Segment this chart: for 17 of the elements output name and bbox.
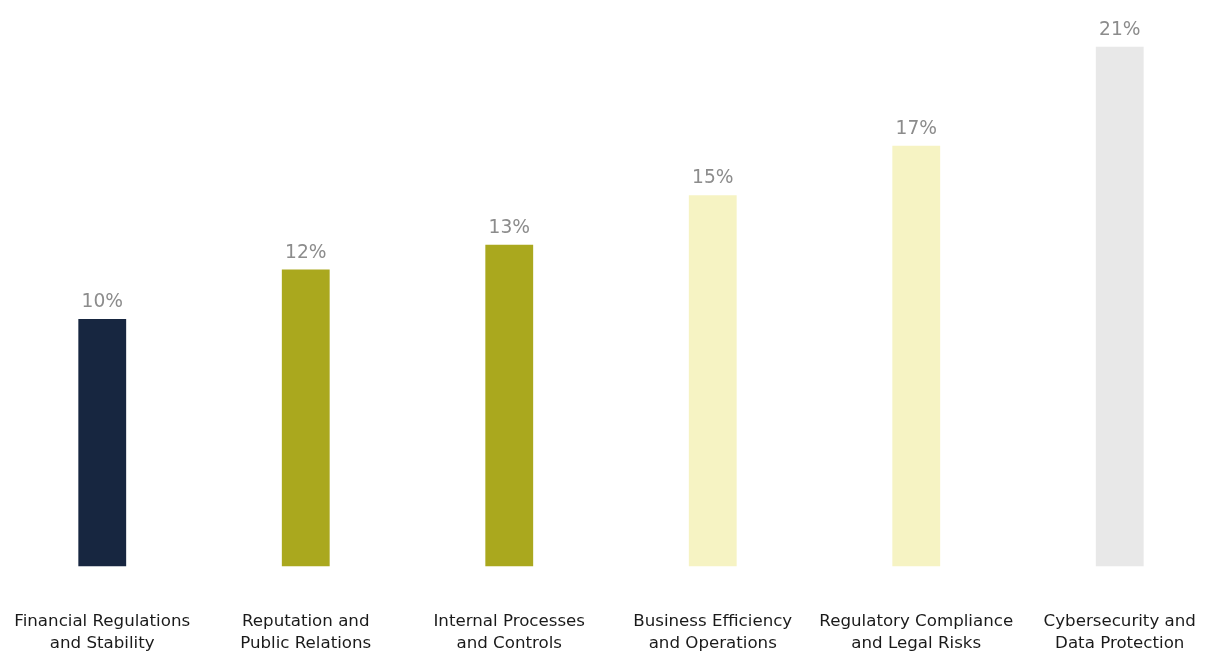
bar xyxy=(78,319,127,567)
data-label: 15% xyxy=(692,166,734,188)
data-label: 13% xyxy=(488,215,530,237)
x-tick-label: Regulatory Compliance and Legal Risks xyxy=(819,610,1014,653)
bar xyxy=(281,269,330,567)
x-tick-label: Cybersecurity and Data Protection xyxy=(1043,610,1196,653)
x-tick-label: Reputation and Public Relations xyxy=(240,610,372,653)
bar xyxy=(688,195,737,567)
x-tick-label: Business Efficiency and Operations xyxy=(633,610,793,653)
bar xyxy=(892,145,941,567)
data-label: 12% xyxy=(285,240,327,262)
x-tick-label: Financial Regulations and Stability xyxy=(14,610,191,653)
data-label: 17% xyxy=(895,116,937,138)
data-label: 10% xyxy=(81,290,123,311)
x-tick-label: Internal Processes and Controls xyxy=(433,610,586,653)
bar xyxy=(485,244,534,567)
data-label: 21% xyxy=(1099,17,1141,39)
